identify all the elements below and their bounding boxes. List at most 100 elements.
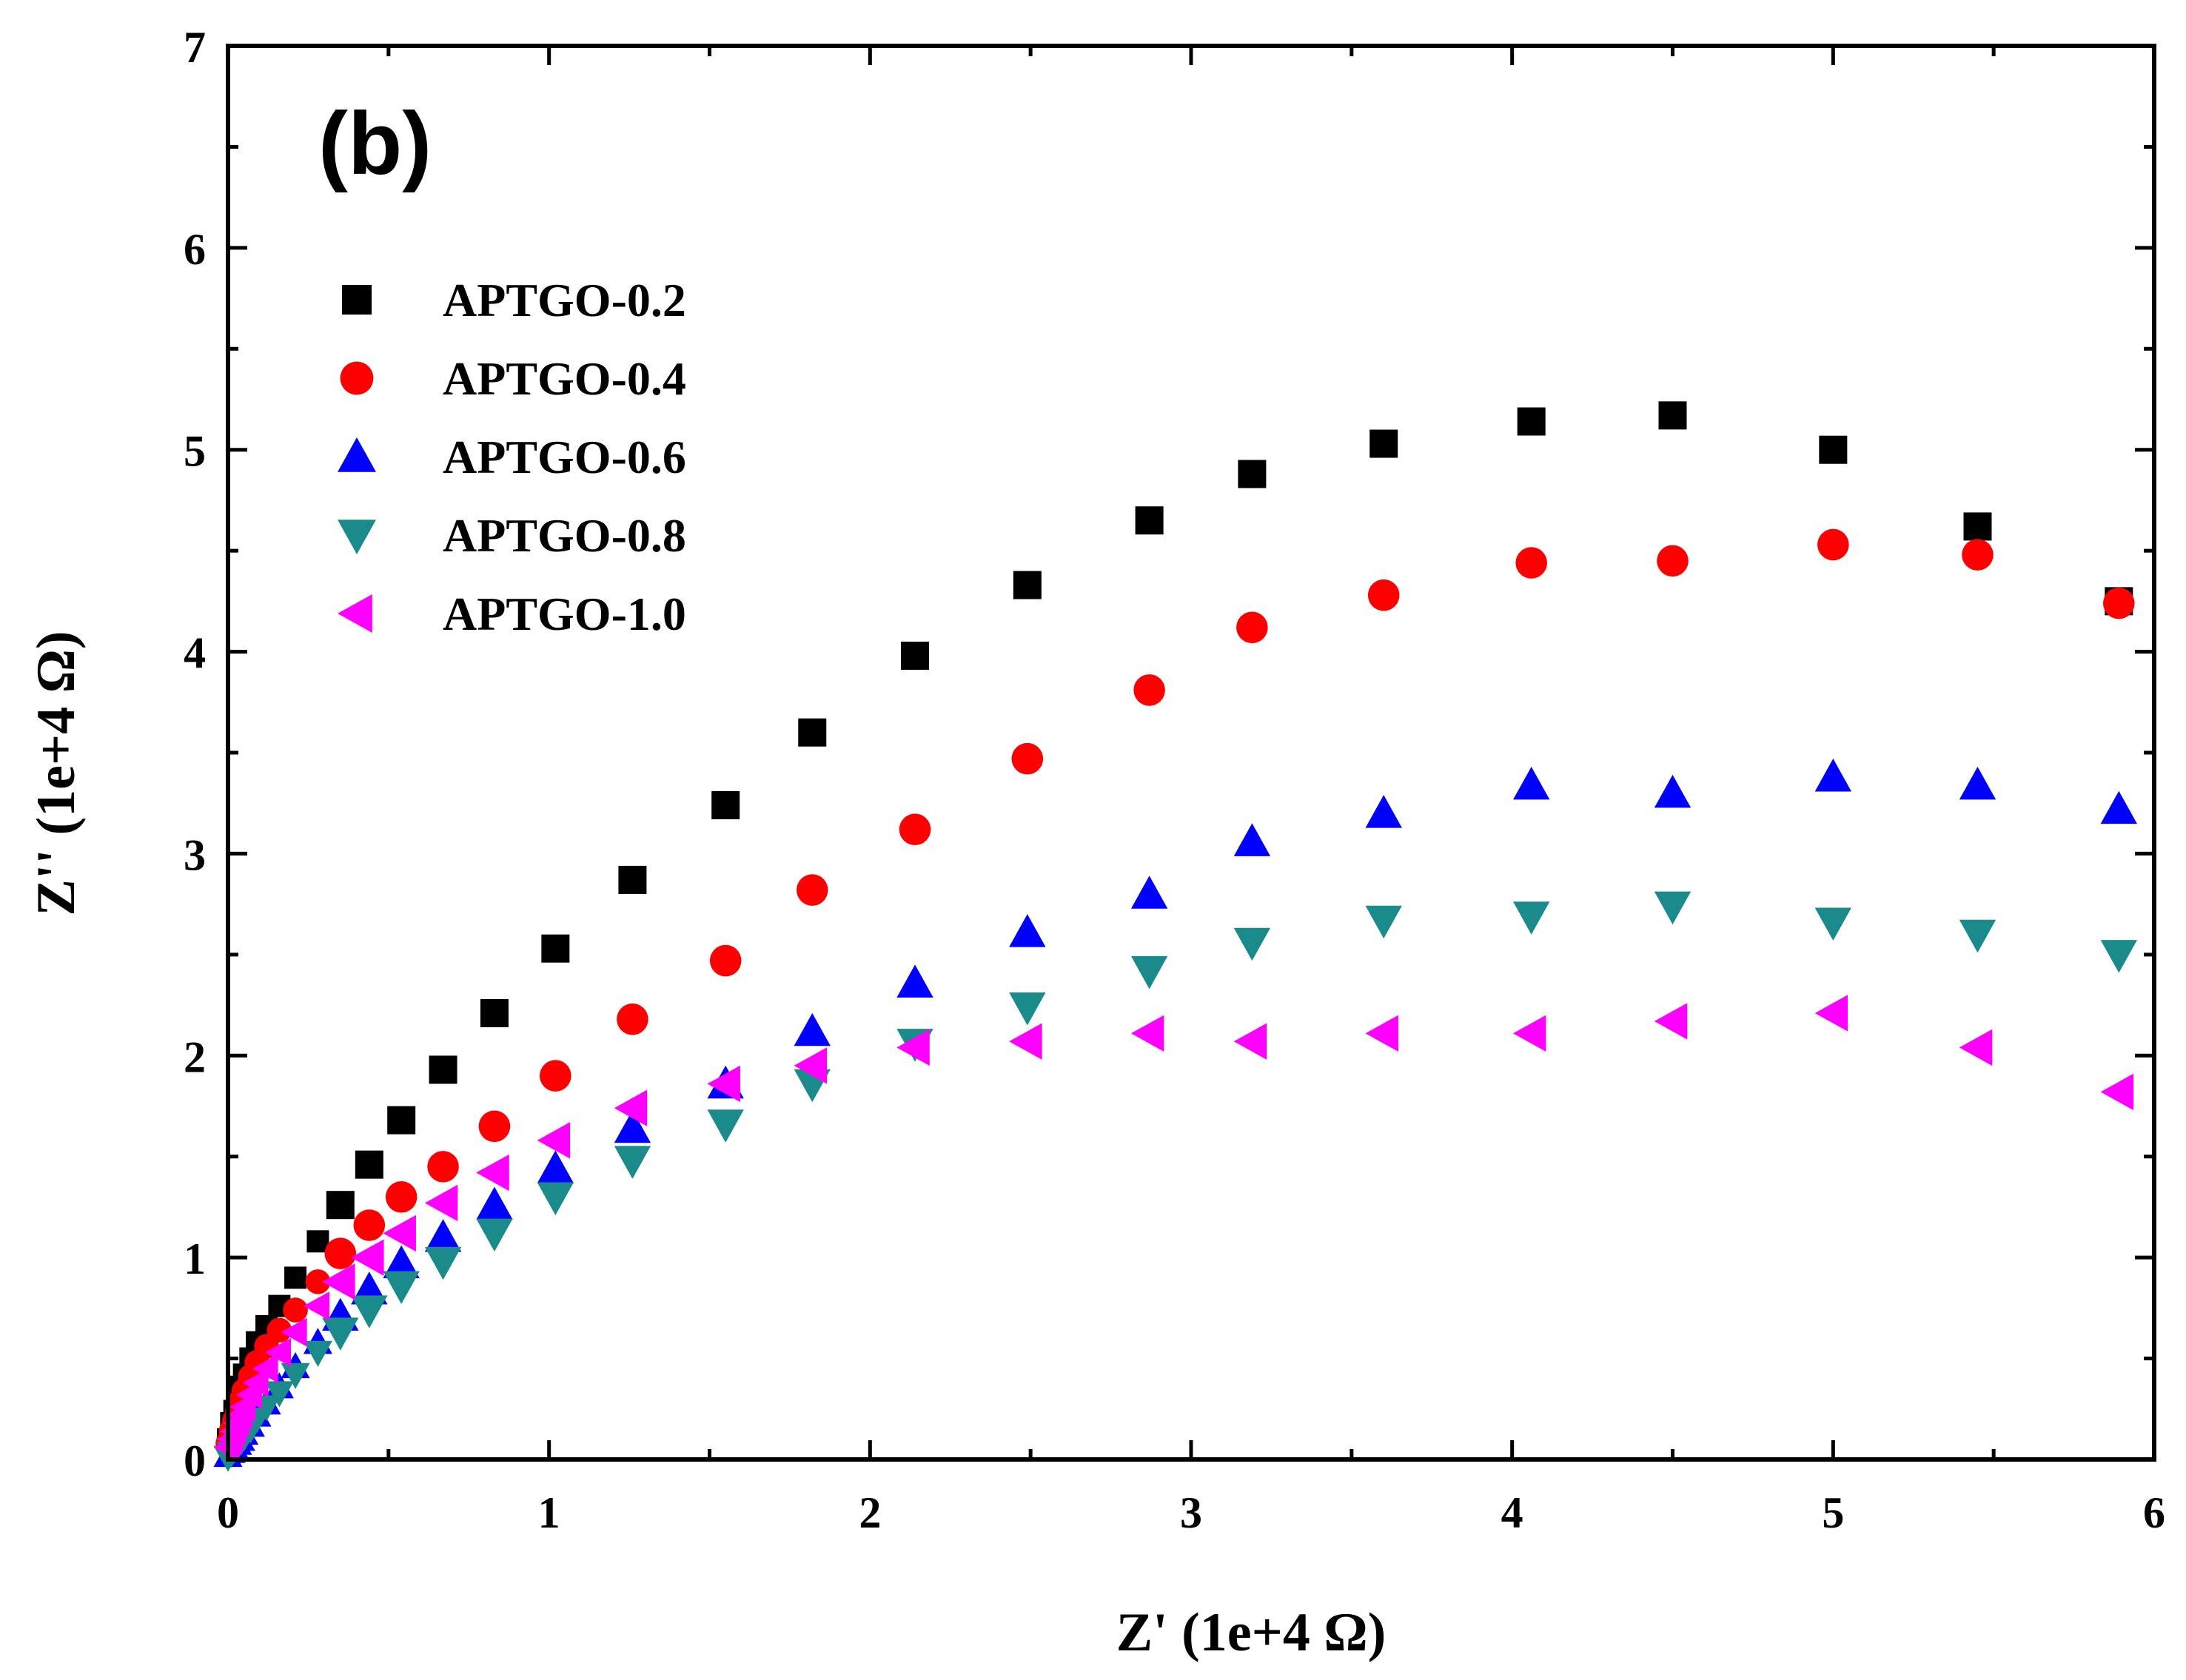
data-point [264,1337,291,1367]
data-point [537,1150,574,1183]
data-points [213,401,2137,1472]
data-point [264,1381,294,1408]
data-point [424,1184,458,1222]
data-point [1962,539,1994,571]
data-point [707,1065,740,1103]
data-point [540,1060,571,1092]
y-tick-labels: 0 1 2 3 4 5 6 7 [184,23,206,1485]
legend: APTGO-0.2 APTGO-0.4 APTGO-0.6 APTGO-0.8 APTG… [338,274,686,640]
data-point [351,1295,388,1328]
legend-label: APTGO-0.8 [443,509,686,562]
x-tick-label: 6 [2143,1488,2165,1537]
data-point [353,1209,386,1241]
data-point [617,1003,648,1035]
data-point [383,1214,416,1252]
data-point [796,874,828,906]
data-point [305,1269,331,1294]
data-point [424,1219,462,1252]
data-point [303,1291,330,1321]
data-point [1135,506,1164,535]
data-point [1657,545,1689,577]
data-point [1238,460,1267,488]
data-point [476,1154,509,1192]
data-point [266,1317,292,1343]
data-point [1369,429,1398,458]
data-point [326,1191,355,1220]
data-point [1009,914,1046,947]
data-point [798,718,827,747]
plot-frame [226,44,2156,1462]
data-point [355,1150,383,1179]
data-point [383,1245,420,1279]
data-point [284,1266,307,1289]
data-point [1013,571,1042,599]
data-point [1654,891,1692,925]
data-point [1654,1003,1688,1040]
data-point [476,1186,513,1220]
x-axis-title: Z' (1e+4 Ω) [1116,1602,1386,1663]
data-point [1130,955,1168,989]
data-point [1365,905,1402,939]
data-point [2100,790,2137,824]
data-point [1009,992,1046,1026]
x-tick-label: 3 [1180,1488,1202,1537]
data-point [1233,927,1271,961]
data-point [252,1354,278,1383]
legend-marker [338,437,376,472]
data-point [476,1218,513,1252]
data-point [322,1263,355,1300]
data-point [1236,611,1268,644]
data-point [537,1122,571,1159]
legend-label: APTGO-0.2 [443,274,686,326]
data-point [351,1239,384,1276]
data-point [794,1012,831,1046]
data-point [899,813,931,845]
data-point [1365,1015,1398,1052]
data-point [242,1368,269,1397]
data-point [1654,774,1692,808]
y-tick-label: 0 [184,1437,206,1485]
data-point [1963,512,1992,541]
data-point [1009,1023,1042,1060]
axis-ticks [226,44,2156,1462]
data-point [711,790,740,819]
legend-label: APTGO-1.0 [443,588,686,640]
data-point [618,865,647,894]
y-tick-label: 3 [184,830,206,879]
y-axis-title: Z'' (1e+4 Ω) [26,631,87,915]
x-tick-label: 4 [1501,1488,1523,1537]
data-point [709,944,742,977]
y-tick-label: 4 [184,629,206,678]
data-point [478,1110,511,1143]
x-tick-label: 1 [538,1488,560,1537]
data-point [385,1181,418,1213]
data-point [281,1317,307,1347]
data-point [1817,528,1849,561]
x-tick-label: 0 [217,1488,239,1537]
data-point [2103,587,2135,619]
data-point [614,1109,651,1143]
data-point [896,964,933,998]
y-tick-label: 5 [184,427,206,476]
data-point [1233,823,1271,856]
data-point [1512,1015,1546,1052]
data-point [1365,795,1402,828]
data-point [1819,435,1848,464]
data-point [283,1297,308,1323]
data-point [324,1237,357,1269]
data-point [424,1246,462,1280]
data-point [1959,766,1996,800]
data-point [383,1271,420,1305]
data-point [427,1151,459,1183]
y-tick-label: 2 [184,1032,206,1081]
data-point [1367,579,1400,611]
data-point [306,1230,329,1253]
legend-marker [340,361,374,395]
data-point [2100,940,2137,973]
data-point [1512,766,1550,800]
data-point [1130,1015,1164,1052]
data-point [1959,919,1996,953]
panel-label: (b) [318,94,432,193]
data-point [896,1029,930,1066]
